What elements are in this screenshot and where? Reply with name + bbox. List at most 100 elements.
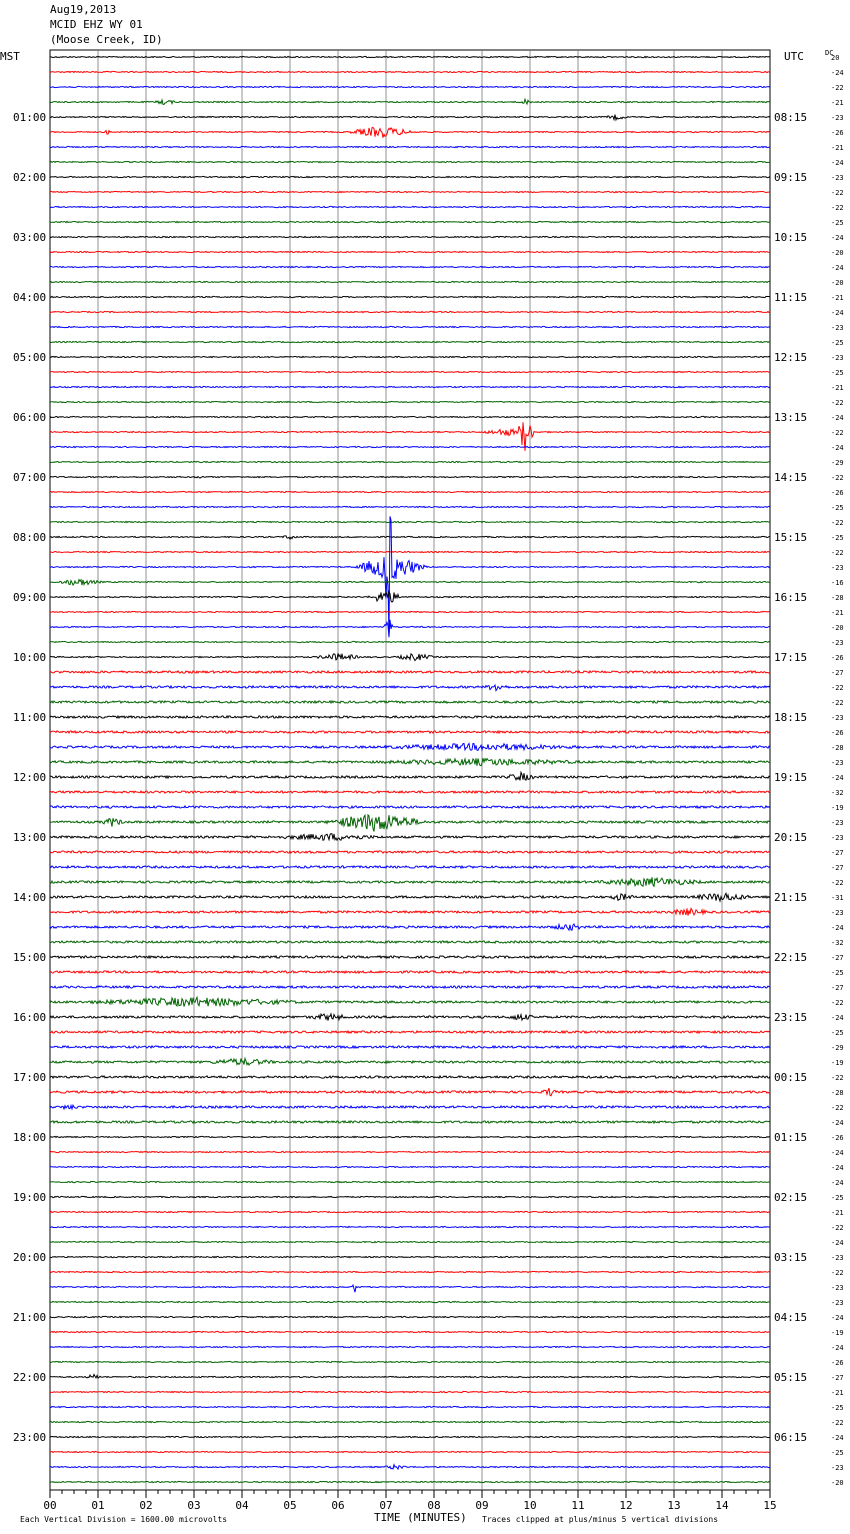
dc-offset-label: -24 (831, 924, 844, 932)
trace-80 (49, 1255, 771, 1259)
dc-offset-label: -22 (831, 1419, 844, 1427)
trace-91 (49, 1420, 771, 1424)
dc-offset-label: -27 (831, 1374, 844, 1382)
dc-offset-label: -29 (831, 1044, 844, 1052)
trace-60 (49, 954, 771, 960)
x-tick-label: 04 (235, 1499, 249, 1512)
trace-29 (49, 490, 771, 494)
trace-92 (49, 1435, 770, 1439)
trace-93 (49, 1450, 771, 1454)
utc-hour-label: 06:15 (774, 1431, 807, 1444)
clip-note: Traces clipped at plus/minus 5 vertical … (482, 1515, 719, 1524)
dc-offset-label: -23 (831, 834, 844, 842)
utc-axis-label: UTC (784, 50, 804, 63)
dc-offset-label: -21 (831, 144, 844, 152)
dc-offset-label: -25 (831, 969, 844, 977)
trace-52 (49, 833, 771, 842)
trace-67 (49, 1056, 771, 1067)
mst-hour-label: 20:00 (13, 1251, 46, 1264)
dc-offset-label: -21 (831, 99, 844, 107)
dc-offset-label: -25 (831, 1029, 844, 1037)
trace-26 (49, 445, 771, 449)
mst-hour-label: 17:00 (13, 1071, 46, 1084)
dc-offset-label: -25 (831, 1194, 844, 1202)
trace-28 (49, 475, 771, 479)
x-tick-label: 00 (43, 1499, 56, 1512)
dc-offset-label: -23 (831, 819, 844, 827)
dc-offset-label: -24 (831, 1434, 844, 1442)
dc-offset-label: -22 (831, 399, 844, 407)
trace-81 (49, 1270, 770, 1274)
trace-22 (49, 385, 771, 389)
trace-41 (49, 669, 771, 675)
dc-offset-label: -24 (831, 234, 844, 242)
dc-offset-label: -26 (831, 129, 844, 137)
dc-offset-label: -31 (831, 894, 844, 902)
trace-47 (49, 757, 771, 767)
x-tick-label: 02 (139, 1499, 152, 1512)
dc-offset-label: -23 (831, 1284, 844, 1292)
utc-hour-label: 22:15 (774, 951, 807, 964)
trace-89 (49, 1390, 771, 1394)
trace-76 (49, 1195, 771, 1199)
trace-55 (49, 876, 771, 888)
dc-offset-label: -23 (831, 639, 844, 647)
mst-hour-label: 06:00 (13, 411, 46, 424)
mst-hour-label: 13:00 (13, 831, 46, 844)
trace-24 (49, 415, 771, 419)
trace-64 (49, 1012, 771, 1022)
dc-offset-label: -22 (831, 999, 844, 1007)
utc-hour-label: 21:15 (774, 891, 807, 904)
trace-7 (49, 160, 770, 164)
x-tick-label: 14 (715, 1499, 729, 1512)
dc-offset-label: -24 (831, 69, 844, 77)
x-tick-label: 11 (571, 1499, 584, 1512)
utc-hour-label: 20:15 (774, 831, 807, 844)
dc-offset-label: -22 (831, 879, 844, 887)
dc-offset-label: -24 (831, 1344, 844, 1352)
trace-59 (49, 939, 771, 945)
trace-6 (49, 145, 771, 149)
trace-20 (49, 355, 771, 359)
trace-34 (49, 516, 771, 638)
trace-85 (49, 1330, 770, 1334)
utc-hour-label: 15:15 (774, 531, 807, 544)
dc-offset-label: -19 (831, 1059, 844, 1067)
utc-hour-label: 10:15 (774, 231, 807, 244)
dc-offset-label: -23 (831, 1299, 844, 1307)
trace-65 (49, 1029, 771, 1035)
dc-offset-label: -25 (831, 339, 844, 347)
dc-offset-label: -23 (831, 324, 844, 332)
trace-13 (49, 250, 771, 254)
x-tick-label: 10 (523, 1499, 536, 1512)
utc-hour-label: 18:15 (774, 711, 807, 724)
utc-hour-label: 09:15 (774, 171, 807, 184)
trace-66 (49, 1044, 771, 1050)
x-tick-label: 15 (763, 1499, 776, 1512)
utc-hour-label: 13:15 (774, 411, 807, 424)
dc-offset-label: -22 (831, 699, 844, 707)
trace-2 (50, 85, 771, 89)
dc-offset-label: -24 (831, 309, 844, 317)
dc-offset-label: -21 (831, 1389, 844, 1397)
header-station: MCID EHZ WY 01 (50, 18, 143, 31)
dc-offset-label: -24 (831, 1179, 844, 1187)
dc-offset-label: -25 (831, 1449, 844, 1457)
trace-1 (49, 70, 771, 74)
trace-40 (50, 652, 771, 662)
utc-hour-label: 08:15 (774, 111, 807, 124)
trace-71 (49, 1119, 771, 1125)
dc-offset-label: -19 (831, 1329, 844, 1337)
trace-46 (49, 742, 771, 752)
dc-offset-label: -22 (831, 549, 844, 557)
dc-offset-label: -22 (831, 429, 844, 437)
trace-19 (49, 340, 771, 344)
utc-hour-label: 16:15 (774, 591, 807, 604)
trace-78 (50, 1225, 771, 1229)
dc-offset-label: -26 (831, 654, 844, 662)
dc-offset-label: -25 (831, 504, 844, 512)
mst-hour-label: 10:00 (13, 651, 46, 664)
x-tick-label: 01 (91, 1499, 104, 1512)
mst-hour-label: 16:00 (13, 1011, 46, 1024)
